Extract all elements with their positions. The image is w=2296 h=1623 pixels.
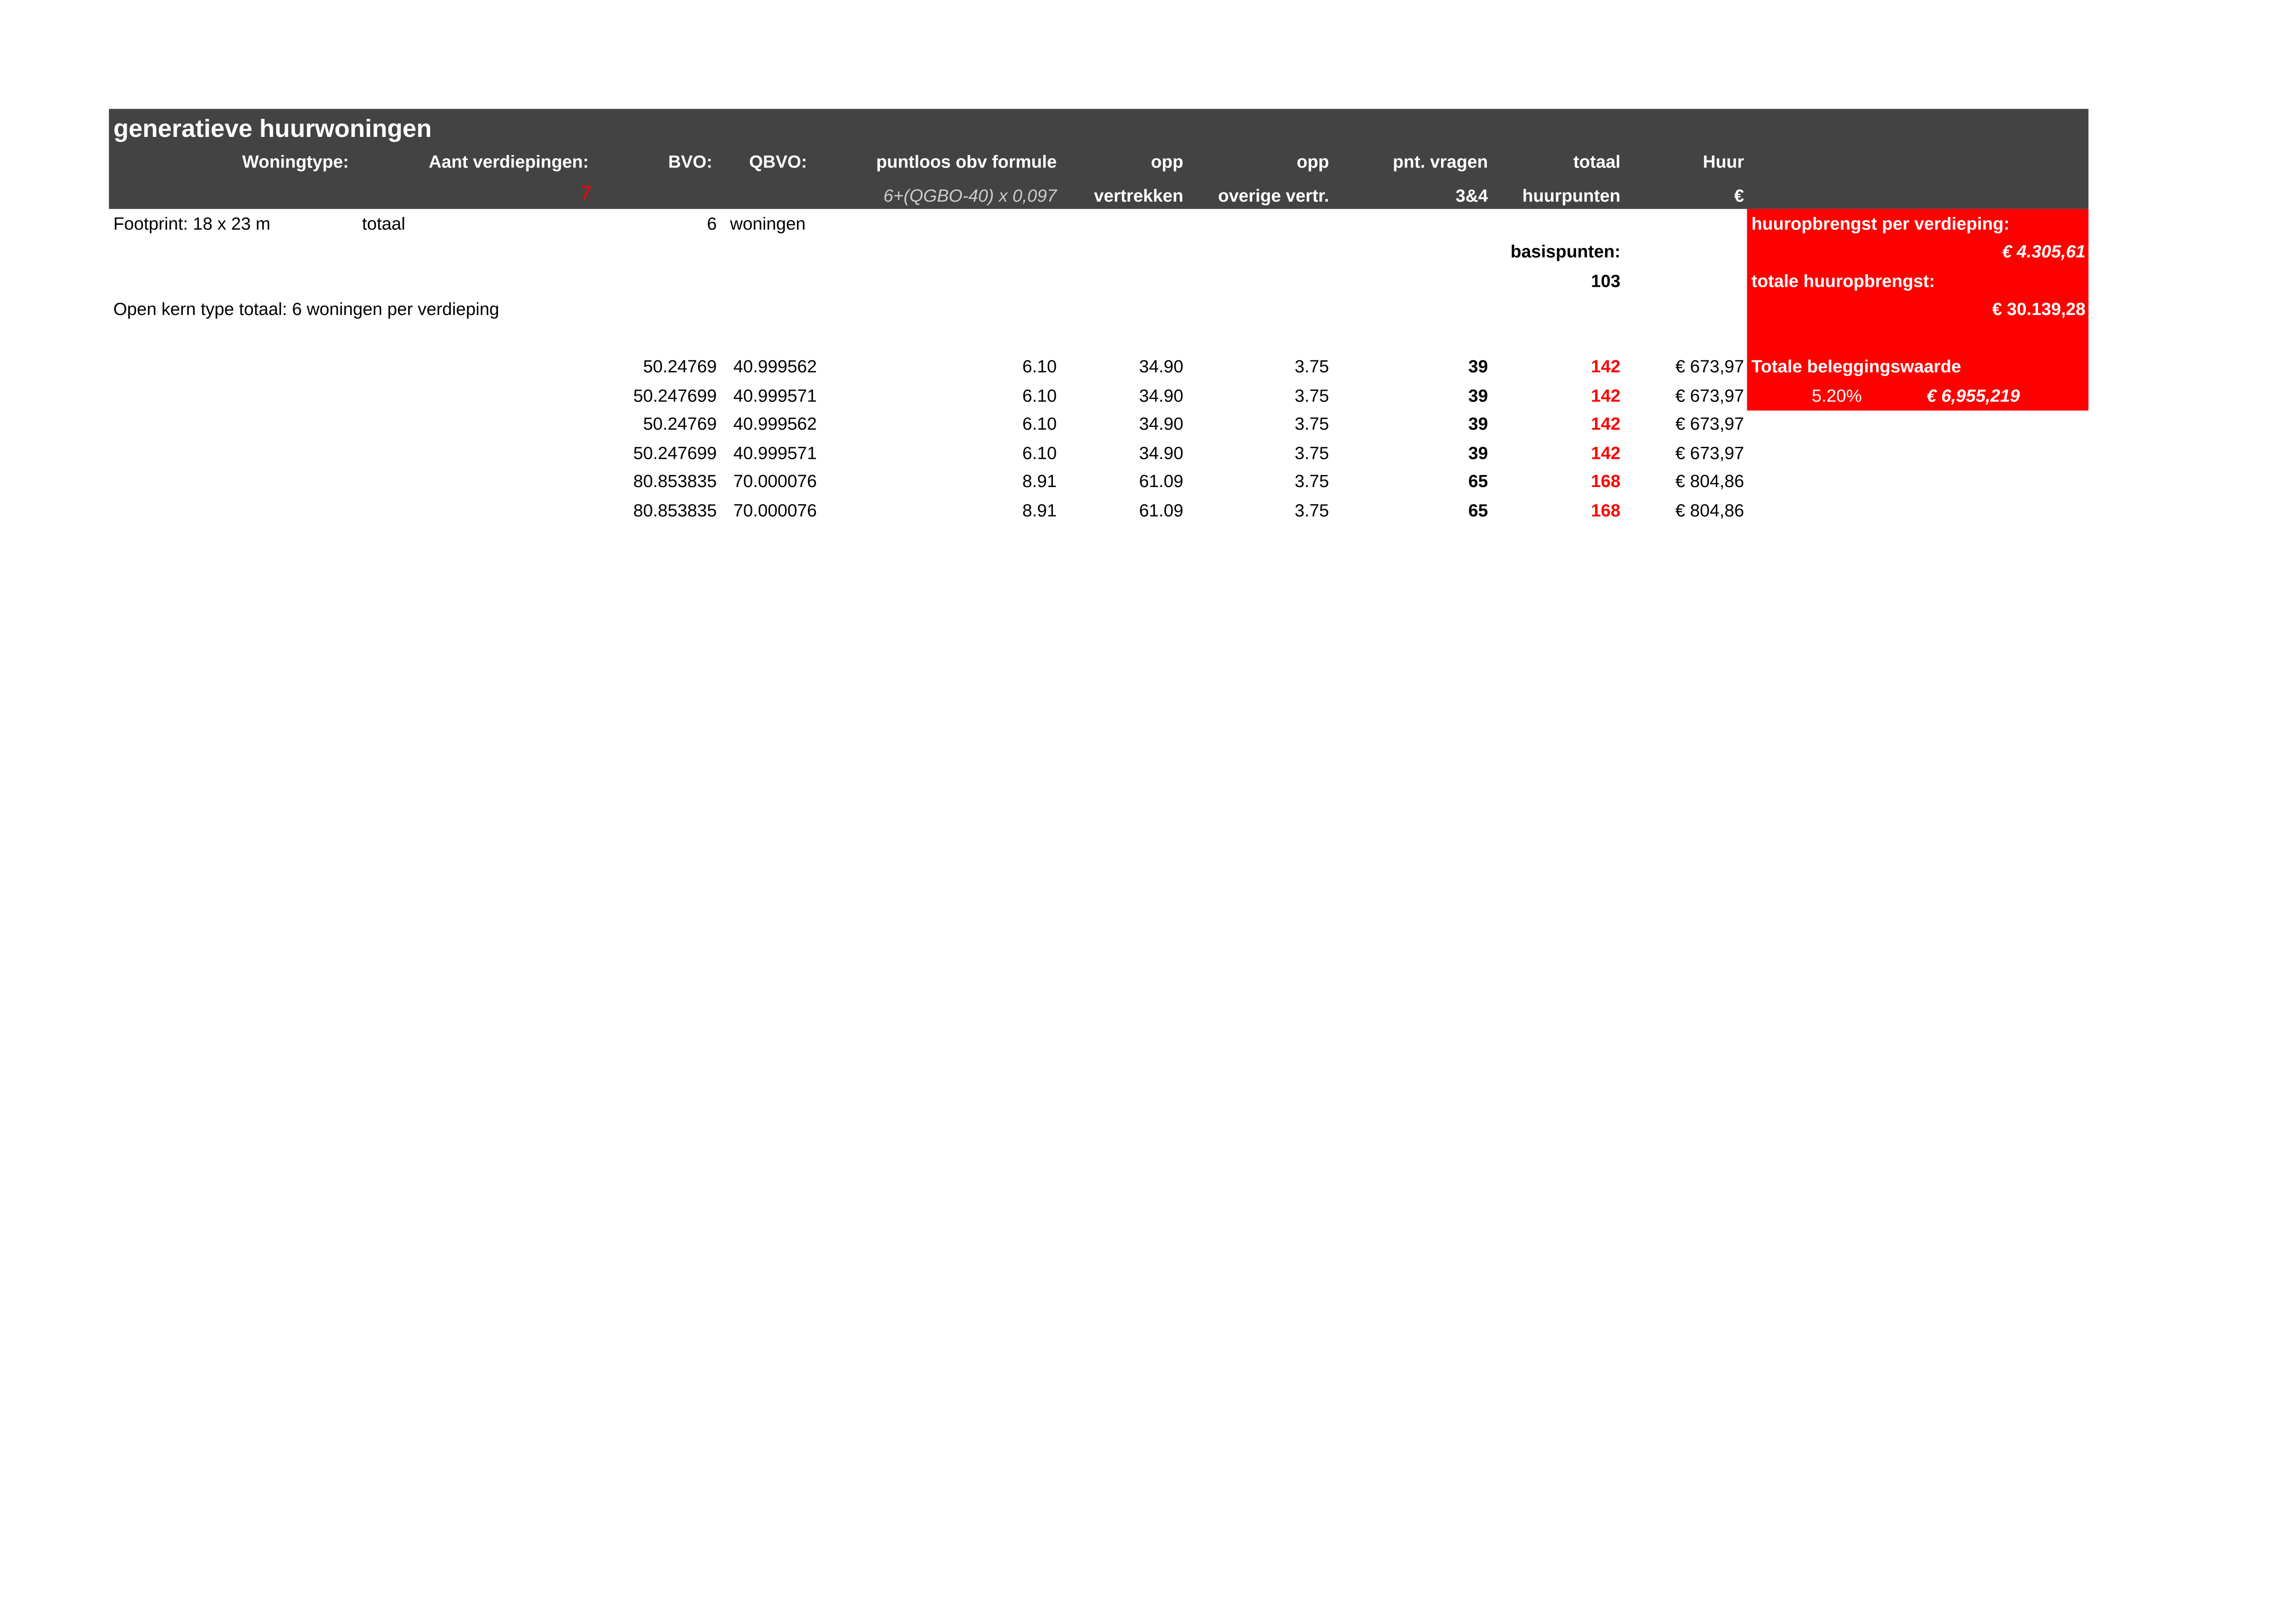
woningen-count: 6 bbox=[707, 213, 717, 234]
table-cell-opp1: 61.09 bbox=[1139, 471, 1183, 492]
header-qbvo: QBVO: bbox=[749, 151, 807, 173]
table-cell-puntloos: 6.10 bbox=[1022, 356, 1057, 377]
table-cell-huur: € 673,97 bbox=[1675, 384, 1744, 406]
header-opp-overige-sub: overige vertr. bbox=[1218, 185, 1329, 206]
table-cell-qbvo: 40.999562 bbox=[733, 356, 817, 377]
table-cell-opp2: 3.75 bbox=[1294, 471, 1329, 492]
totaal-label: totaal bbox=[362, 213, 406, 234]
table-cell-opp1: 34.90 bbox=[1139, 384, 1183, 406]
table-cell-opp1: 34.90 bbox=[1139, 442, 1183, 463]
table-cell-totaal: 142 bbox=[1590, 442, 1621, 463]
woningen-label: woningen bbox=[730, 213, 806, 234]
table-cell-pnt: 39 bbox=[1468, 413, 1488, 434]
table-cell-bvo: 50.24769 bbox=[643, 413, 717, 434]
header-huur: Huur bbox=[1702, 151, 1744, 173]
table-cell-totaal: 168 bbox=[1590, 500, 1621, 520]
table-cell-pnt: 39 bbox=[1468, 384, 1488, 406]
header-pnt-vragen-sub: 3&4 bbox=[1455, 185, 1488, 206]
table-cell-puntloos: 8.91 bbox=[1022, 471, 1057, 492]
table-cell-opp2: 3.75 bbox=[1294, 356, 1329, 377]
header-puntloos: puntloos obv formule bbox=[876, 151, 1057, 173]
summary-box bbox=[1747, 209, 2089, 411]
header-formule: 6+(QGBO-40) x 0,097 bbox=[883, 185, 1057, 206]
header-opp-vertrekken: opp bbox=[1151, 151, 1183, 173]
totale-huuropbrengst-value: € 30.139,28 bbox=[1992, 298, 2086, 320]
table-cell-huur: € 673,97 bbox=[1675, 413, 1744, 434]
table-cell-opp1: 61.09 bbox=[1139, 500, 1183, 520]
header-totaal: totaal bbox=[1573, 151, 1621, 173]
table-cell-qbvo: 40.999562 bbox=[733, 413, 817, 434]
table-cell-huur: € 673,97 bbox=[1675, 356, 1744, 377]
header-verdiepingen: Aant verdiepingen: bbox=[428, 151, 589, 173]
table-cell-huur: € 804,86 bbox=[1675, 471, 1744, 492]
header-band bbox=[109, 109, 2089, 209]
table-cell-bvo: 80.853835 bbox=[633, 471, 717, 492]
header-totaal-sub: huurpunten bbox=[1522, 185, 1621, 206]
open-kern-label: Open kern type totaal: 6 woningen per ve… bbox=[113, 298, 500, 320]
rendement-rate: 5.20% bbox=[1812, 385, 1862, 407]
table-cell-opp2: 3.75 bbox=[1294, 384, 1329, 406]
per-verdieping-value: € 4.305,61 bbox=[2002, 241, 2086, 262]
page-title: generatieve huurwoningen bbox=[113, 115, 432, 143]
table-cell-totaal: 142 bbox=[1590, 356, 1621, 377]
table-cell-huur: € 673,97 bbox=[1675, 442, 1744, 463]
verdiepingen-value[interactable]: 7 bbox=[580, 181, 592, 205]
table-cell-qbvo: 40.999571 bbox=[733, 442, 817, 463]
table-cell-opp1: 34.90 bbox=[1139, 356, 1183, 377]
header-woningtype: Woningtype: bbox=[242, 151, 349, 173]
table-cell-qbvo: 70.000076 bbox=[733, 500, 817, 520]
table-cell-puntloos: 8.91 bbox=[1022, 500, 1057, 520]
footprint-label: Footprint: 18 x 23 m bbox=[113, 213, 271, 234]
table-cell-opp2: 3.75 bbox=[1294, 413, 1329, 434]
table-cell-opp1: 34.90 bbox=[1139, 413, 1183, 434]
header-bvo: BVO: bbox=[668, 151, 712, 173]
table-cell-pnt: 65 bbox=[1468, 500, 1488, 520]
table-cell-bvo: 50.247699 bbox=[633, 384, 717, 406]
beleggingswaarde-value: € 6,955,219 bbox=[1926, 385, 2020, 407]
table-cell-puntloos: 6.10 bbox=[1022, 384, 1057, 406]
table-cell-puntloos: 6.10 bbox=[1022, 442, 1057, 463]
header-pnt-vragen: pnt. vragen bbox=[1392, 151, 1488, 173]
table-cell-totaal: 168 bbox=[1590, 471, 1621, 492]
beleggingswaarde-label: Totale beleggingswaarde bbox=[1751, 356, 1962, 377]
table-cell-bvo: 50.247699 bbox=[633, 442, 717, 463]
table-cell-opp2: 3.75 bbox=[1294, 442, 1329, 463]
basispunten-label: basispunten: bbox=[1510, 241, 1621, 262]
table-cell-huur: € 804,86 bbox=[1675, 500, 1744, 520]
table-cell-pnt: 65 bbox=[1468, 471, 1488, 492]
table-cell-opp2: 3.75 bbox=[1294, 500, 1329, 520]
totale-huuropbrengst-label: totale huuropbrengst: bbox=[1751, 271, 1935, 291]
header-opp-vertrekken-sub: vertrekken bbox=[1094, 185, 1183, 206]
table-cell-totaal: 142 bbox=[1590, 413, 1621, 434]
basispunten-value: 103 bbox=[1590, 271, 1621, 291]
per-verdieping-label: huuropbrengst per verdieping: bbox=[1751, 213, 2010, 234]
table-cell-puntloos: 6.10 bbox=[1022, 413, 1057, 434]
table-cell-bvo: 50.24769 bbox=[643, 356, 717, 377]
table-cell-pnt: 39 bbox=[1468, 356, 1488, 377]
table-cell-totaal: 142 bbox=[1590, 384, 1621, 406]
table-cell-qbvo: 40.999571 bbox=[733, 384, 817, 406]
table-cell-qbvo: 70.000076 bbox=[733, 471, 817, 492]
table-cell-pnt: 39 bbox=[1468, 442, 1488, 463]
header-opp-overige: opp bbox=[1296, 151, 1329, 173]
header-huur-sub: € bbox=[1734, 185, 1744, 206]
table-cell-bvo: 80.853835 bbox=[633, 500, 717, 520]
